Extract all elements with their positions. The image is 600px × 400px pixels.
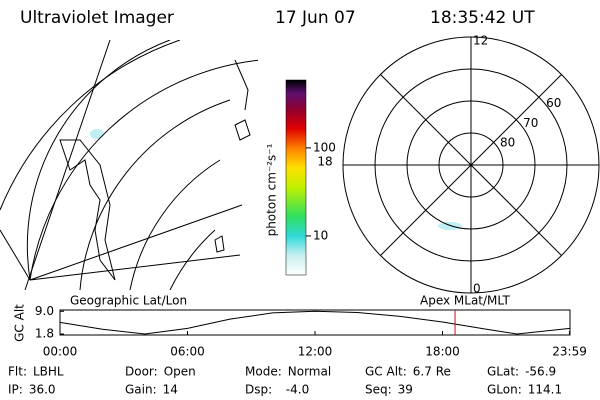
emission [438, 222, 462, 230]
x-tick-label: 06:00 [170, 345, 205, 359]
field-label: Gain: [125, 383, 157, 397]
field-label: Dsp: [245, 383, 272, 397]
colorbar-tick-label: 100 [313, 140, 336, 154]
field-value: 6.7 Re [413, 365, 451, 379]
date: 17 Jun 07 [275, 8, 356, 28]
y-label: GC Alt [13, 304, 27, 342]
field-label: GLon: [487, 383, 522, 397]
x-tick-label: 00:00 [43, 345, 78, 359]
field-value: Open [164, 365, 196, 379]
y-tick-label: 1.8 [35, 327, 54, 341]
field-value: Normal [288, 365, 331, 379]
field-value: -4.0 [278, 383, 309, 397]
title: Ultraviolet Imager [20, 8, 174, 28]
left-title: Geographic Lat/Lon [70, 294, 187, 308]
field-value: 114.1 [528, 383, 562, 397]
field-value: 14 [163, 383, 178, 397]
x-tick-label: 12:00 [298, 345, 333, 359]
field-label: GLat: [487, 365, 519, 379]
info-panel: Flt: LBHL Door: Open Mode: Normal GC Alt: 6.7 R… [8, 365, 562, 397]
field-label: Door: [125, 365, 158, 379]
altitude-line [59, 310, 571, 335]
mlt-label: 0 [473, 282, 481, 296]
x-tick-label: 18:00 [425, 345, 460, 359]
field-label: Mode: [245, 365, 282, 379]
field-value: 39 [398, 383, 413, 397]
lat-label: 80 [500, 136, 515, 150]
altitude-plot: Geographic Lat/Lon Apex MLat/MLT GC Alt … [13, 294, 587, 359]
field-label: GC Alt: [365, 365, 407, 379]
field-value: -56.9 [525, 365, 556, 379]
mlt-label: 18 [317, 155, 332, 169]
colorbar-label: photon cm⁻²s⁻¹ [265, 143, 279, 236]
time: 18:35:42 UT [430, 8, 535, 28]
colorbar-ticks: 10 100 [306, 140, 336, 242]
lat-label: 60 [546, 96, 561, 110]
right-title: Apex MLat/MLT [420, 294, 510, 308]
field-label: Seq: [365, 383, 392, 397]
field-label: Flt: [8, 365, 27, 379]
lat-label: 70 [523, 116, 538, 130]
mlt-label: 12 [473, 34, 488, 48]
colorbar-tick-label: 10 [313, 228, 328, 242]
field-label: IP: [8, 383, 23, 397]
colorbar [285, 79, 307, 276]
y-tick-label: 9.0 [35, 304, 54, 318]
emission [90, 129, 104, 139]
x-tick-label: 23:59 [552, 345, 587, 359]
map [0, 40, 258, 290]
field-value: LBHL [33, 365, 64, 379]
polar-plot: 607080061218 [317, 34, 600, 296]
field-value: 36.0 [29, 383, 56, 397]
